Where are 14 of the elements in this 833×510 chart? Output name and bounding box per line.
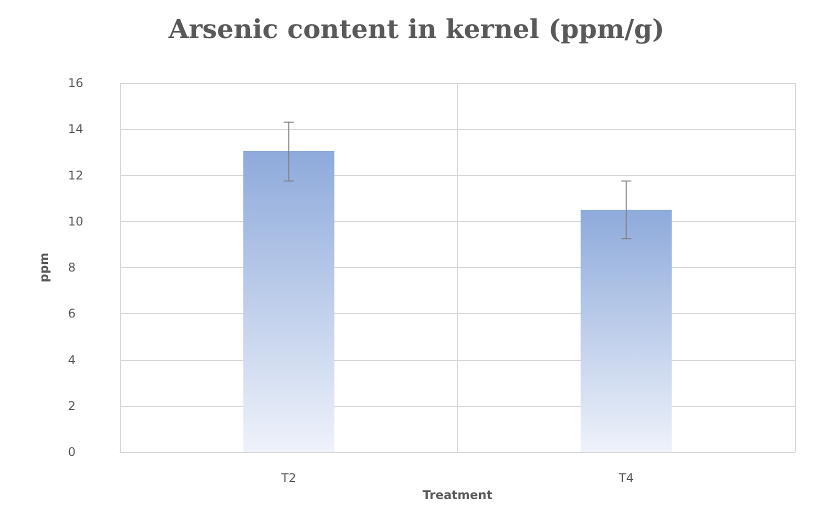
x-axis-title: Treatment: [422, 488, 493, 502]
x-tick-label: T4: [618, 471, 634, 485]
y-tick-label: 10: [68, 214, 84, 228]
y-axis-title: ppm: [37, 252, 51, 282]
y-tick-label: 6: [68, 306, 76, 321]
y-tick-label: 0: [68, 445, 76, 459]
y-tick-label: 2: [68, 398, 76, 413]
y-tick-label: 8: [68, 260, 76, 274]
x-tick-label: T2: [280, 471, 296, 485]
y-tick-label: 14: [68, 122, 84, 136]
y-tick-label: 12: [68, 168, 84, 182]
chart-title: Arsenic content in kernel (ppm/g): [168, 15, 664, 45]
y-tick-label: 16: [68, 76, 84, 90]
y-tick-label: 4: [68, 352, 76, 367]
